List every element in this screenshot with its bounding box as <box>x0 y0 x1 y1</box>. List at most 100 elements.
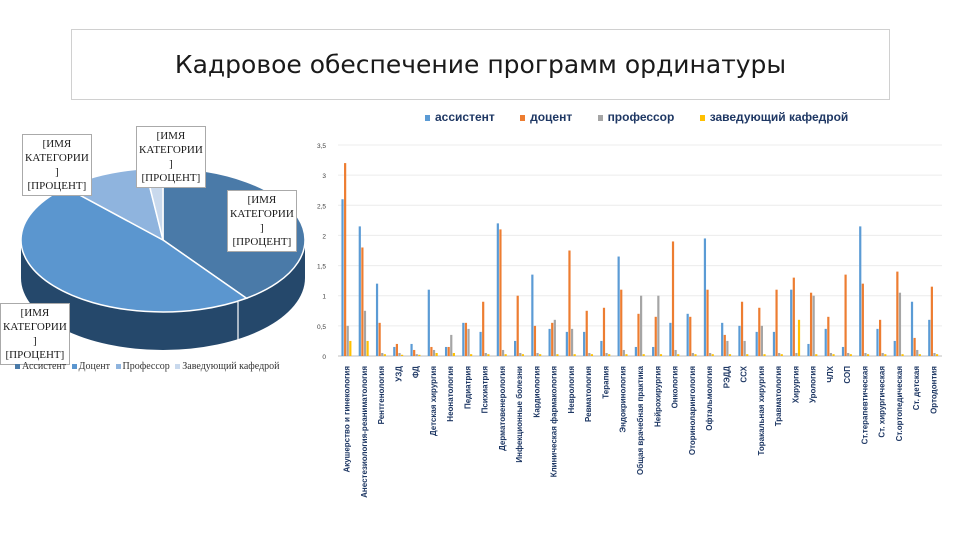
bar <box>691 352 694 356</box>
bar <box>556 354 559 356</box>
bar <box>521 354 524 356</box>
bar <box>928 319 931 356</box>
bar <box>659 354 663 356</box>
bar <box>504 354 507 356</box>
bar <box>605 352 608 356</box>
x-category-label: Ст. хирургическая <box>878 366 887 438</box>
pie-label-line: КАТЕГОРИИ <box>3 321 67 333</box>
bar <box>418 354 421 356</box>
bar-legend-label: заведующий кафедрой <box>709 110 849 124</box>
pie-legend-label: Ассистент <box>22 361 67 372</box>
pie-label-line: [ПРОЦЕНТ] <box>141 172 201 184</box>
bar <box>864 352 867 356</box>
bar <box>482 301 485 356</box>
bar <box>832 354 835 356</box>
bar <box>824 328 827 356</box>
y-tick-label: 0 <box>322 354 326 361</box>
bar <box>674 349 677 356</box>
bar-legend-label: профессор <box>607 110 675 124</box>
x-category-label: ЧЛХ <box>826 365 835 382</box>
bar <box>398 352 401 356</box>
bar <box>401 354 404 356</box>
bar <box>703 238 707 356</box>
bar-legend-label: доцент <box>530 110 573 124</box>
x-category-label: Дерматовенерология <box>498 366 507 451</box>
bar <box>427 289 430 356</box>
bar <box>933 352 936 356</box>
bar <box>349 340 352 356</box>
pie-label-line: [ПРОЦЕНТ] <box>232 236 292 248</box>
bar <box>841 346 845 356</box>
bar <box>849 354 852 356</box>
bar <box>760 325 763 356</box>
x-category-label: Кардиология <box>532 366 541 418</box>
bar <box>479 331 482 356</box>
bar <box>669 322 672 356</box>
pie-label-line: [ИМЯ <box>42 138 72 150</box>
bar <box>514 340 517 356</box>
bar <box>689 316 692 356</box>
bar <box>780 354 783 356</box>
bar <box>573 354 576 356</box>
slide-title: Кадровое обеспечение программ ординатуры <box>174 50 787 79</box>
x-category-label: Инфекционные болезни <box>515 366 524 463</box>
bar <box>516 295 519 356</box>
bar <box>620 289 623 356</box>
pie-label-assistant: [ИМЯ КАТЕГОРИИ ] [ПРОЦЕНТ] <box>227 190 297 252</box>
x-category-label: Офтальмология <box>705 366 714 431</box>
bar <box>608 354 611 356</box>
bar <box>501 349 505 356</box>
bar <box>918 354 921 356</box>
title-box: Кадровое обеспечение программ ординатуры <box>71 29 890 100</box>
x-category-label: ФД <box>412 366 421 378</box>
x-category-label: Педиатрия <box>463 366 472 409</box>
bar <box>898 292 902 356</box>
bar <box>881 352 884 356</box>
bar <box>807 343 810 356</box>
bar <box>583 331 586 356</box>
bar-legend: ассистент доцент профессор заведующий ка… <box>425 110 870 124</box>
bar <box>876 328 879 356</box>
bar <box>590 354 594 356</box>
bar <box>600 340 603 356</box>
y-tick-label: 3,5 <box>317 143 326 150</box>
bar <box>519 352 522 356</box>
bar <box>617 256 620 356</box>
x-category-label: Общая врачебная практика <box>636 365 645 475</box>
bar <box>637 313 640 356</box>
bar-legend-item: профессор <box>597 110 675 124</box>
bar <box>366 340 369 356</box>
bar-legend-label: ассистент <box>435 110 495 124</box>
bar <box>432 349 436 356</box>
pie-label-line: КАТЕГОРИИ <box>139 144 203 156</box>
bar <box>726 340 729 356</box>
pie-legend: Ассистент Доцент Профессор Заведующий ка… <box>15 361 283 372</box>
bar <box>378 322 381 356</box>
x-category-label: Детская хирургия <box>429 366 438 436</box>
bar <box>758 307 761 356</box>
bar <box>809 292 813 356</box>
pie-legend-label: Доцент <box>78 361 111 372</box>
bar-legend-item: доцент <box>520 110 572 124</box>
pie-label-professor: [ИМЯ КАТЕГОРИИ ] [ПРОЦЕНТ] <box>22 134 92 196</box>
bar <box>706 289 709 356</box>
bar <box>815 354 818 356</box>
bar <box>381 352 384 356</box>
bar <box>893 340 896 356</box>
bar <box>677 354 680 356</box>
pie-legend-item: Ассистент <box>15 361 66 372</box>
bar <box>415 354 418 356</box>
pie-side <box>21 240 305 350</box>
pie-label-line: КАТЕГОРИИ <box>25 152 89 164</box>
bar <box>640 295 643 356</box>
bar <box>410 343 413 356</box>
bar <box>686 313 689 356</box>
bar <box>642 354 645 356</box>
bar <box>763 354 766 356</box>
x-category-label: Неврология <box>567 366 576 414</box>
x-category-label: Хирургия <box>791 366 800 404</box>
bar <box>344 163 347 356</box>
y-tick-label: 3 <box>322 173 326 180</box>
bar <box>711 354 714 356</box>
bar <box>743 340 746 356</box>
